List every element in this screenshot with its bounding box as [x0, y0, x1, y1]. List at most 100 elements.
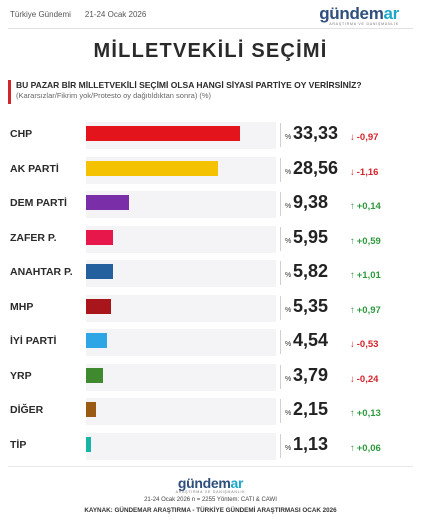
bar-track: [86, 398, 276, 425]
vote-share-value: 4,54: [293, 330, 329, 350]
value-divider: [280, 123, 281, 147]
arrow-down-icon: ↓: [350, 373, 355, 385]
change-indicator: ↑ +0,59: [350, 236, 381, 247]
vote-share-value: 1,13: [293, 433, 329, 454]
arrow-up-icon: ↑: [350, 408, 355, 419]
bar-chart: CHP% 33,33 ↓ -0,97 AK PARTİ% 28,56 ↓ -1,16 DEM P…: [0, 118, 421, 463]
change-indicator: ↓ -0,53: [350, 339, 378, 350]
arrow-up-icon: ↑: [350, 201, 355, 212]
arrow-up-icon: ↑: [350, 304, 355, 316]
party-row: MHP% 5,35 ↑ +0,97: [0, 291, 421, 326]
header-info: Türkiye Gündemi 21-24 Ocak 2026: [10, 10, 146, 19]
party-label: ANAHTAR P.: [10, 266, 73, 278]
party-label: CHP: [10, 128, 33, 140]
party-bar: [86, 229, 114, 245]
question-block: BU PAZAR BİR MİLLETVEKİLİ SEÇİMİ OLSA HA…: [8, 80, 405, 104]
party-row: ZAFER P.% 5,95 ↑ +0,59: [0, 222, 421, 257]
party-bar: [86, 367, 104, 383]
page-title: MİLLETVEKİLİ SEÇİMİ: [93, 40, 328, 62]
party-bar: [86, 264, 113, 279]
change-indicator: ↓ -1,16: [350, 167, 378, 178]
change-indicator: ↓ -0,24: [350, 374, 378, 385]
value-divider: [280, 399, 281, 423]
change-value: +1,01: [356, 270, 381, 281]
percent-sign: %: [285, 168, 292, 176]
party-label: DİĞER: [10, 404, 44, 416]
brand-accent: ar: [383, 4, 400, 23]
change-value: -0,53: [356, 339, 379, 350]
change-indicator: ↓ -0,97: [350, 132, 378, 143]
change-indicator: ↑ +0,13: [350, 408, 381, 419]
vote-share-value: 28,56: [293, 157, 339, 178]
party-row: İYİ PARTİ% 4,54 ↓ -0,53: [0, 325, 421, 360]
bottom-divider: [8, 466, 413, 467]
vote-share-value: 2,15: [293, 399, 329, 419]
arrow-down-icon: ↓: [350, 132, 355, 143]
bar-track: [86, 156, 276, 184]
bar-track: [86, 191, 276, 218]
top-divider: [8, 28, 413, 29]
party-bar: [86, 436, 92, 452]
party-row: CHP% 33,33 ↓ -0,97: [0, 118, 421, 153]
party-row: DİĞER% 2,15 ↑ +0,13: [0, 394, 421, 429]
value-divider: [280, 226, 281, 251]
bar-track: [86, 225, 276, 253]
change-value: -0,97: [356, 132, 379, 143]
bar-track: [86, 363, 276, 391]
change-value: -1,16: [356, 166, 379, 178]
change-value: +0,97: [356, 304, 381, 316]
party-row: TİP% 1,13 ↑ +0,06: [0, 429, 421, 464]
brand-main: gündem: [319, 4, 384, 23]
party-label: MHP: [10, 300, 34, 313]
footer-brand-accent: ar: [230, 475, 244, 491]
bar-track: [86, 294, 276, 322]
arrow-up-icon: ↑: [350, 270, 355, 281]
vote-share-value: 5,82: [293, 261, 329, 281]
party-row: YRP% 3,79 ↓ -0,24: [0, 360, 421, 395]
party-row: ANAHTAR P.% 5,82 ↑ +1,01: [0, 256, 421, 291]
party-bar: [86, 160, 218, 176]
percent-sign: %: [285, 341, 292, 348]
bar-track: [86, 432, 276, 460]
arrow-down-icon: ↓: [350, 339, 355, 350]
arrow-up-icon: ↑: [350, 442, 355, 454]
party-label: TİP: [10, 438, 27, 451]
bar-track: [86, 329, 276, 356]
party-bar: [86, 126, 240, 141]
change-indicator: ↑ +1,01: [350, 270, 381, 281]
survey-note: (Kararsızlar/Fikrim yok/Protesto oy dağı…: [16, 91, 212, 100]
percent-sign: %: [285, 203, 292, 210]
party-label: AK PARTİ: [10, 162, 59, 175]
value-divider: [280, 295, 281, 320]
percent-sign: %: [285, 306, 292, 314]
party-label: ZAFER P.: [10, 231, 57, 244]
percent-sign: %: [285, 272, 292, 279]
footer-brand-main: gündem: [177, 475, 231, 491]
percent-sign: %: [285, 134, 292, 141]
percent-sign: %: [285, 410, 292, 417]
footer-source: KAYNAK: GÜNDEMAR ARAŞTIRMA - TÜRKİYE GÜN…: [84, 507, 337, 514]
brand-tagline: ARAŞTIRMA VE DANIŞMANLIK: [329, 22, 399, 26]
vote-share-value: 3,79: [293, 364, 329, 385]
value-divider: [280, 261, 281, 285]
party-bar: [86, 195, 130, 210]
source-name: Türkiye Gündemi: [10, 10, 71, 19]
survey-question: BU PAZAR BİR MİLLETVEKİLİ SEÇİMİ OLSA HA…: [16, 80, 362, 90]
survey-date: 21-24 Ocak 2026: [84, 10, 147, 19]
value-divider: [280, 192, 281, 216]
change-indicator: ↑ +0,06: [350, 443, 381, 454]
percent-sign: %: [285, 237, 292, 245]
party-bar: [86, 333, 107, 348]
vote-share-value: 5,35: [293, 295, 329, 316]
party-row: AK PARTİ% 28,56 ↓ -1,16: [0, 153, 421, 188]
bar-track: [86, 122, 276, 149]
party-label: İYİ PARTİ: [10, 335, 57, 347]
vote-share-value: 5,95: [293, 226, 329, 247]
arrow-down-icon: ↓: [350, 166, 355, 178]
change-value: +0,06: [356, 442, 381, 454]
vote-share-value: 9,38: [293, 192, 329, 212]
change-value: +0,13: [356, 408, 381, 419]
bar-track: [86, 260, 276, 287]
change-indicator: ↑ +0,14: [350, 201, 381, 212]
vote-share-value: 33,33: [293, 123, 339, 143]
